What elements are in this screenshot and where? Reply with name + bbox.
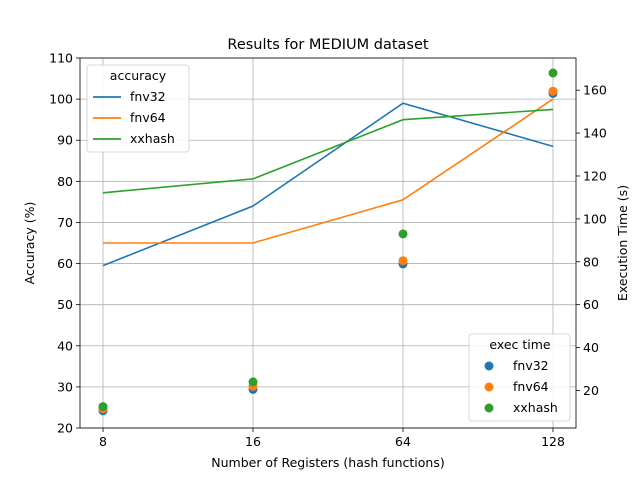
legend-time-label-xxhash: xxhash — [513, 400, 558, 415]
y-tick-label: 20 — [57, 421, 73, 436]
exec-time-point-xxhash — [548, 68, 558, 78]
right-y-axis: 20 40 60 80 100 120 140 160 — [576, 83, 607, 398]
y2-tick-label: 140 — [583, 126, 607, 141]
y2-axis-label: Execution Time (s) — [615, 185, 630, 301]
y-axis-label: Accuracy (%) — [22, 202, 37, 285]
exec-time-point-fnv64 — [548, 86, 558, 96]
legend-marker-fnv32 — [484, 361, 494, 371]
legend-marker-fnv64 — [484, 382, 494, 392]
y2-tick-label: 120 — [583, 168, 607, 183]
y2-tick-label: 100 — [583, 211, 607, 226]
exec-time-legend: exec time fnv32 fnv64 xxhash — [468, 333, 571, 422]
y2-tick-label: 160 — [583, 83, 607, 98]
accuracy-lines — [102, 98, 554, 267]
y-tick-label: 90 — [57, 133, 73, 148]
legend-marker-xxhash — [484, 403, 494, 413]
y-tick-label: 80 — [57, 174, 73, 189]
accuracy-legend: accuracy fnv32 fnv64 xxhash — [86, 64, 190, 153]
legend-label-fnv32: fnv32 — [130, 89, 166, 104]
exec-time-point-xxhash — [98, 402, 108, 412]
x-axis: 8 16 64 128 — [99, 428, 565, 449]
y-tick-label: 50 — [57, 297, 73, 312]
y-tick-label: 100 — [49, 92, 73, 107]
legend-time-label-fnv32: fnv32 — [513, 358, 549, 373]
y2-tick-label: 20 — [583, 383, 599, 398]
x-tick-label: 64 — [395, 434, 411, 449]
x-tick-label: 128 — [541, 434, 565, 449]
y-tick-label: 110 — [49, 51, 73, 66]
accuracy-line-xxhash — [102, 108, 554, 194]
legend-time-label-fnv64: fnv64 — [513, 379, 549, 394]
exec-time-point-xxhash — [248, 377, 258, 387]
exec-time-legend-title: exec time — [489, 337, 551, 352]
plot-frame — [79, 57, 577, 429]
y2-tick-label: 60 — [583, 297, 599, 312]
x-axis-label: Number of Registers (hash functions) — [211, 455, 444, 470]
accuracy-line-fnv32 — [102, 102, 554, 267]
y-tick-label: 60 — [57, 256, 73, 271]
legend-label-xxhash: xxhash — [130, 131, 175, 146]
y-tick-label: 40 — [57, 338, 73, 353]
accuracy-legend-frame — [86, 64, 190, 153]
x-tick-label: 16 — [245, 434, 261, 449]
y2-tick-label: 40 — [583, 340, 599, 355]
accuracy-legend-title: accuracy — [110, 68, 167, 83]
legend-label-fnv64: fnv64 — [130, 110, 166, 125]
exec-time-legend-frame — [468, 333, 571, 422]
chart-title: Results for MEDIUM dataset — [227, 37, 428, 53]
exec-time-points — [98, 68, 558, 416]
y-tick-label: 30 — [57, 379, 73, 394]
exec-time-point-fnv64 — [398, 256, 408, 266]
exec-time-point-xxhash — [398, 229, 408, 239]
left-y-axis: 20 30 40 50 60 70 80 90 100 110 — [49, 51, 80, 436]
y2-tick-label: 80 — [583, 254, 599, 269]
x-tick-label: 8 — [99, 434, 107, 449]
y-tick-label: 70 — [57, 215, 73, 230]
accuracy-line-fnv64 — [103, 98, 554, 244]
